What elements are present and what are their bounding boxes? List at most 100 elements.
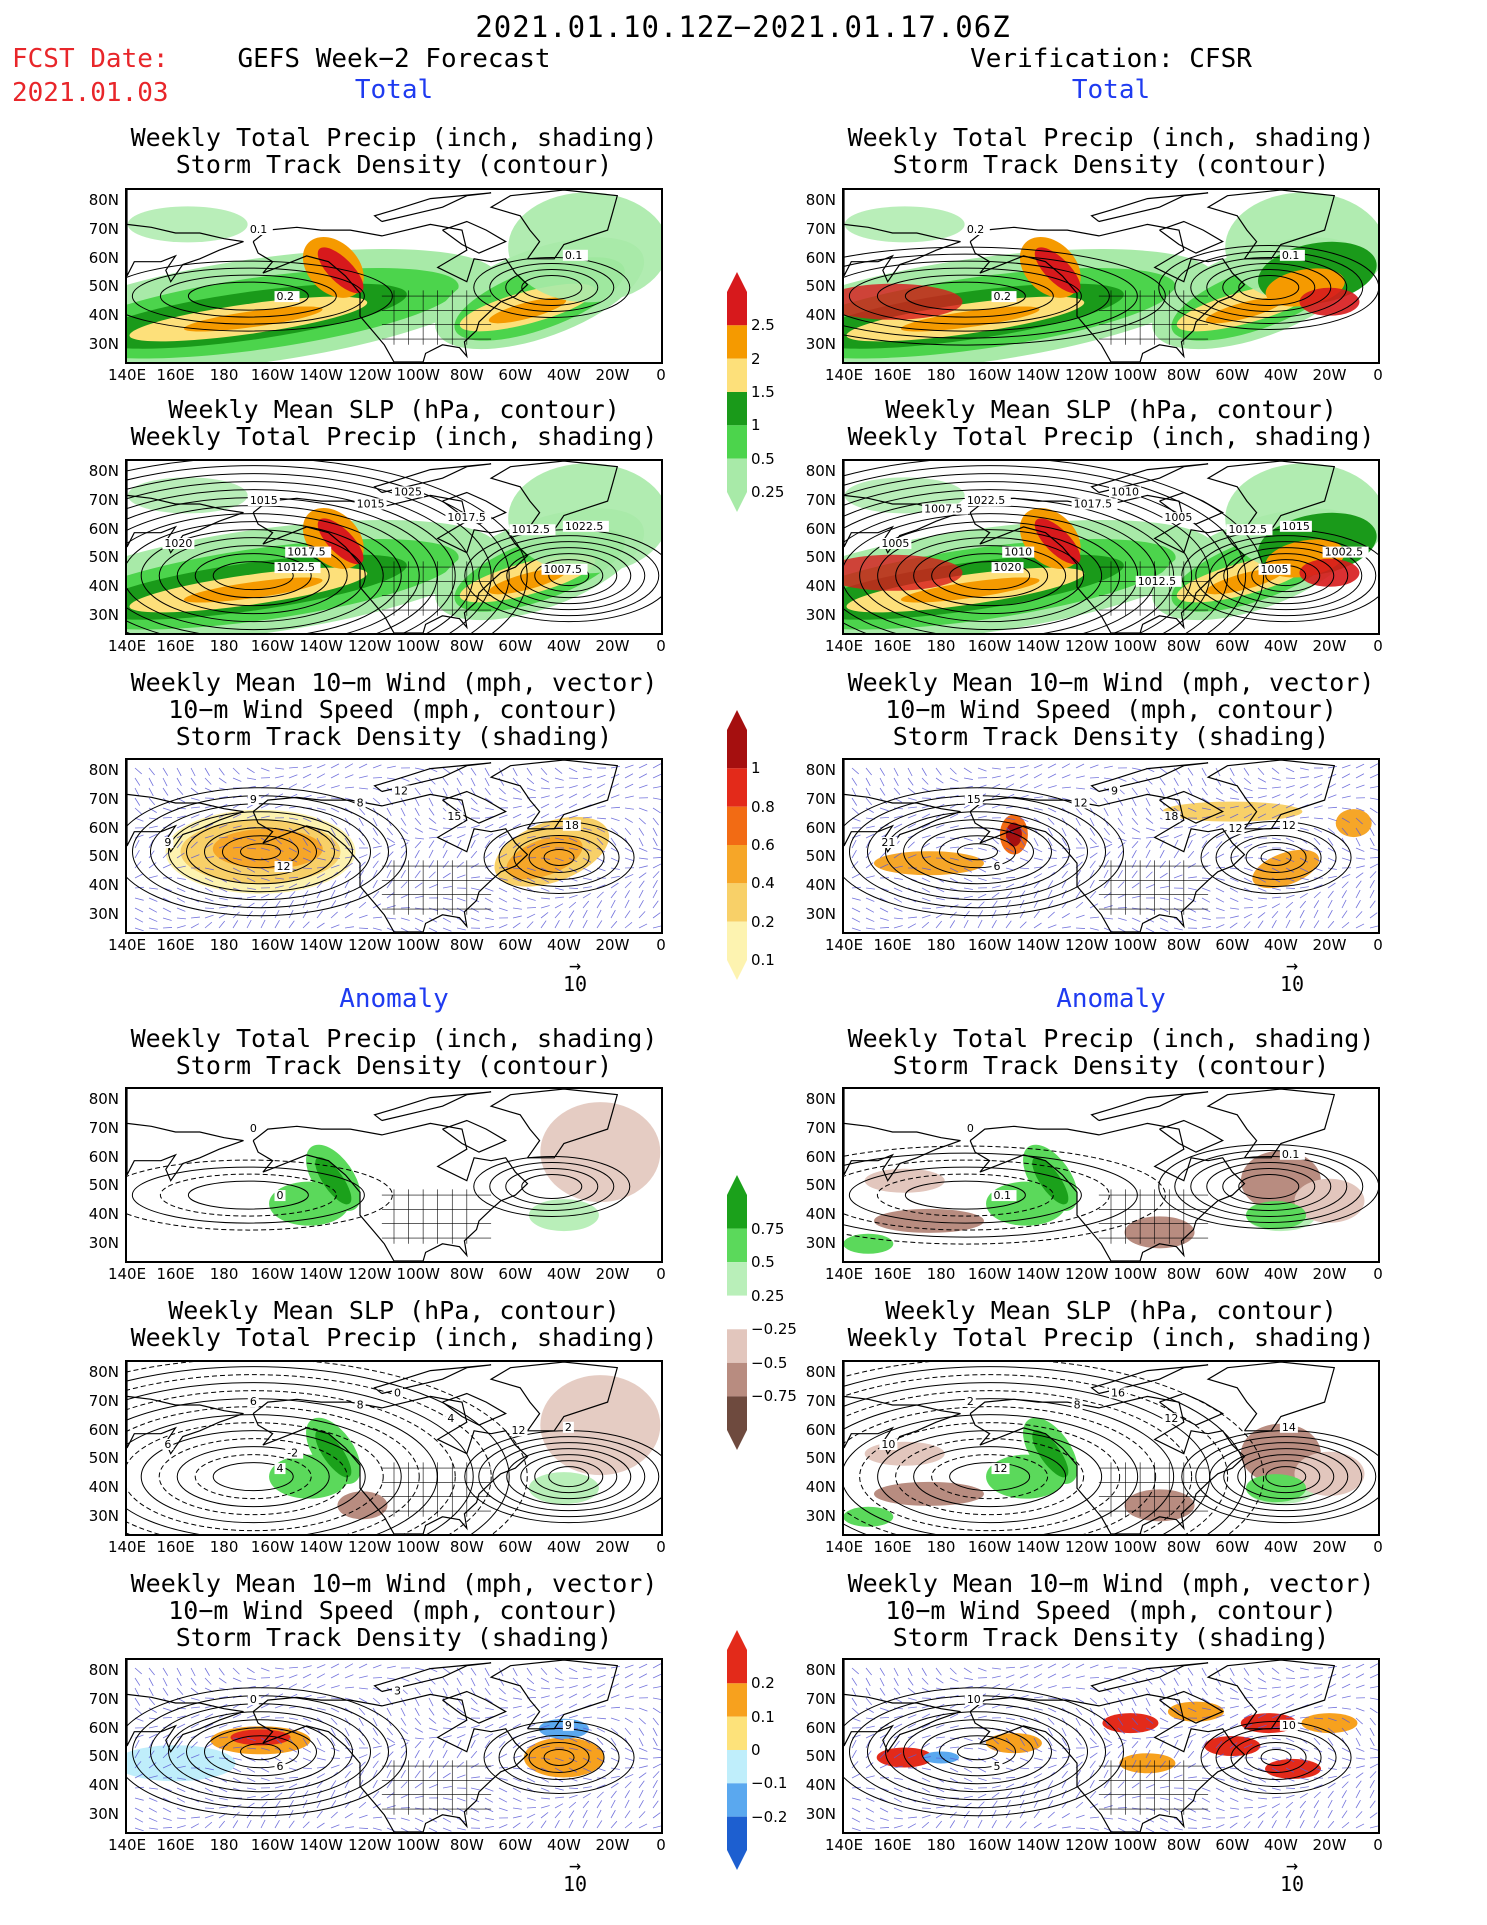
anom-wind-verif-ytick: 40N <box>805 1776 836 1795</box>
total-precip-fcst-contour-label: 0.1 <box>565 249 583 262</box>
colorbar-track-anom-swatch <box>727 1750 747 1784</box>
total-wind-fcst-contour-label-bg <box>392 785 410 797</box>
total-slp-fcst-xtick: 180 <box>209 637 239 655</box>
anom-slp-verif-xtick: 160W <box>967 1538 1012 1556</box>
anom-slp-verif-ytick: 70N <box>805 1392 836 1411</box>
anom-slp-verif-contour-label: 8 <box>1074 1398 1081 1411</box>
total-slp-fcst-contour-label: 1022.5 <box>565 520 604 533</box>
total-precip-verif-xtick: 40W <box>1263 366 1298 384</box>
anom-slp-fcst-contour-label: 0 <box>394 1386 401 1399</box>
total-wind-verif-contour-label-bg <box>879 837 898 848</box>
anom-slp-verif-xtick: 140E <box>824 1538 864 1556</box>
anom-wind-verif-contours <box>844 1663 1378 1832</box>
total-precip-verif-xtick: 20W <box>1312 366 1347 384</box>
total-precip-fcst-xtick: 40W <box>546 366 581 384</box>
anom-precip-fcst-xtick: 140E <box>107 1265 147 1283</box>
anom-wind-fcst-ref-arrow: → <box>568 1853 582 1877</box>
anom-wind-verif-ytick: 30N <box>805 1804 836 1823</box>
total-slp-verif-contour-label: 1015 <box>1282 520 1310 533</box>
total-wind-fcst-xtick: 60W <box>498 936 533 954</box>
anomaly-label-right: Anomaly <box>1056 984 1166 1014</box>
anom-slp-fcst-shading <box>269 1375 661 1520</box>
total-slp-verif-plot: 1022.5 1020 1015 1010 1005 1005 1017.5 1012.5 10… <box>844 461 1378 633</box>
total-slp-fcst-xtick: 100W <box>396 637 440 655</box>
anom-slp-fcst-xtick: 20W <box>595 1538 630 1556</box>
colorbar-track-total-label: 0.6 <box>751 836 775 854</box>
total-wind-verif-contour-label-bg <box>1162 811 1181 823</box>
total-slp-fcst-contour-label: 1025 <box>394 485 422 498</box>
anom-slp-verif-xtick: 120W <box>1064 1538 1109 1556</box>
total-precip-verif-xtick: 0 <box>1373 366 1383 384</box>
anom-precip-fcst-xtick: 60W <box>498 1265 533 1283</box>
anom-slp-fcst-map: 6 4 2 0 4 6 8 12 -2 <box>125 1360 663 1536</box>
total-slp-verif-ytick: 60N <box>805 519 836 538</box>
anom-slp-fcst-contour-label: -2 <box>287 1447 298 1460</box>
total-slp-verif-title-1: Weekly Mean SLP (hPa, contour) <box>885 395 1337 424</box>
anom-wind-fcst-xtick: 40W <box>546 1836 581 1854</box>
anom-precip-verif-map: 0 0.1 0.1 <box>842 1087 1380 1263</box>
anom-wind-fcst-contour-label-bg <box>562 1719 574 1731</box>
colorbar-precip-total-swatch <box>727 425 747 459</box>
anom-slp-fcst-ytick: 30N <box>88 1506 119 1525</box>
total-wind-verif-xtick: 140E <box>824 936 864 954</box>
colorbar-precip-total-label: 1 <box>751 416 761 435</box>
total-wind-verif-ref-arrow: → <box>1285 953 1299 977</box>
anom-slp-verif-xtick: 40W <box>1263 1538 1298 1556</box>
anom-slp-fcst-contour-label: 12 <box>511 1424 525 1437</box>
anom-wind-verif-shading <box>876 1701 1358 1779</box>
anom-slp-verif-xtick: 140W <box>1016 1538 1060 1556</box>
total-precip-verif-map: 0.2 0.2 0.1 <box>842 188 1380 364</box>
anom-precip-verif-contour-label: 0.1 <box>1282 1148 1300 1161</box>
total-wind-fcst-xtick: 100W <box>396 936 440 954</box>
total-wind-fcst-contour-label: 12 <box>277 860 291 873</box>
total-wind-fcst-contour-label-bg <box>162 837 174 848</box>
total-wind-fcst-ref-arrow: → <box>568 953 582 977</box>
anom-wind-fcst-title-3: Storm Track Density (shading) <box>175 1623 613 1652</box>
total-slp-fcst-xtick: 120W <box>347 637 392 655</box>
anom-wind-verif-ref-arrow: → <box>1285 1853 1299 1877</box>
total-slp-fcst-contour-label: 1017.5 <box>287 546 326 559</box>
total-wind-fcst-contour-label: 9 <box>164 836 171 849</box>
anom-wind-fcst-contour-label: 3 <box>394 1684 401 1697</box>
anom-slp-fcst-contour-label-bg <box>162 1439 174 1450</box>
total-slp-verif-xtick: 140W <box>1016 637 1060 655</box>
anom-precip-verif-ytick: 60N <box>805 1147 836 1166</box>
anomaly-label-left: Anomaly <box>339 984 449 1014</box>
anom-slp-verif-xtick: 180 <box>926 1538 956 1556</box>
anom-slp-fcst-contour-label-bg <box>509 1425 528 1437</box>
total-precip-fcst-xtick: 160E <box>156 366 195 384</box>
anom-slp-fcst-title-1: Weekly Mean SLP (hPa, contour) <box>168 1296 620 1325</box>
anom-wind-verif-xtick: 140W <box>1016 1836 1060 1854</box>
total-precip-fcst-ytick: 60N <box>88 248 119 267</box>
total-slp-fcst-contour-label: 1015 <box>250 494 278 507</box>
total-slp-verif-xtick: 180 <box>926 637 956 655</box>
colorbar-track-total-swatch <box>727 768 747 807</box>
total-slp-verif-contour-label: 1010 <box>1111 485 1139 498</box>
total-slp-fcst-ytick: 50N <box>88 548 119 567</box>
anom-precip-verif-xtick: 60W <box>1215 1265 1250 1283</box>
total-slp-fcst-map: 1015 1012.5 1022.5 1025 1017.5 1020 1015 1012.5… <box>125 459 663 635</box>
total-precip-verif-coastlines <box>844 190 1336 362</box>
total-wind-verif-xtick: 160E <box>873 936 912 954</box>
total-wind-fcst-xtick: 160E <box>156 936 195 954</box>
colorbar-track-total-swatch <box>727 710 747 730</box>
total-wind-verif-title-1: Weekly Mean 10−m Wind (mph, vector) <box>847 668 1375 697</box>
colorbar-track-anom-swatch <box>727 1783 747 1817</box>
total-slp-fcst-contour-label-bg <box>445 512 492 524</box>
colorbar-track-total-swatch <box>727 960 747 980</box>
colorbar-precip-total-label: 2 <box>751 349 761 368</box>
anom-precip-verif-contour-label: 0.1 <box>994 1189 1012 1202</box>
total-precip-fcst-contour-label-bg <box>562 249 588 261</box>
colorbar-track-total-swatch <box>727 730 747 769</box>
total-wind-fcst-xtick: 180 <box>209 936 239 954</box>
anom-wind-verif-xtick: 120W <box>1064 1836 1109 1854</box>
anom-wind-fcst-xtick: 160E <box>156 1836 195 1854</box>
total-slp-verif-contour-label: 1017.5 <box>1074 497 1113 510</box>
anom-slp-verif-contour-label-bg <box>1109 1387 1127 1399</box>
total-slp-fcst-contour-label: 1007.5 <box>544 563 583 576</box>
total-slp-fcst-xtick: 140W <box>299 637 343 655</box>
anom-slp-verif-contour-label: 12 <box>994 1462 1008 1475</box>
total-precip-verif-xtick: 180 <box>926 366 956 384</box>
total-slp-verif-contour-label-bg <box>1071 498 1118 510</box>
